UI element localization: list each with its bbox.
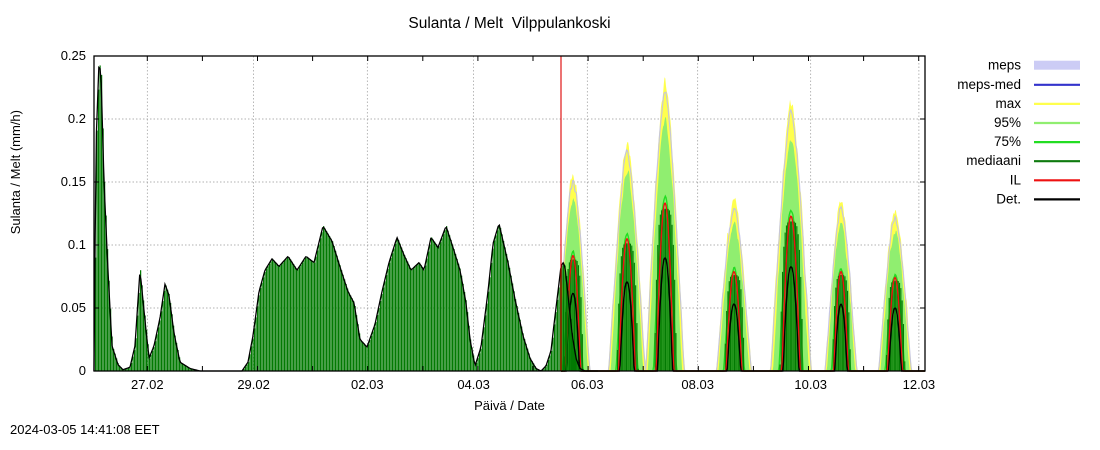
svg-text:Det.: Det. bbox=[996, 191, 1021, 206]
svg-text:0.25: 0.25 bbox=[61, 48, 86, 63]
svg-text:meps: meps bbox=[988, 58, 1021, 73]
svg-text:27.02: 27.02 bbox=[131, 377, 164, 392]
svg-text:08.03: 08.03 bbox=[681, 377, 714, 392]
svg-text:29.02: 29.02 bbox=[237, 377, 270, 392]
svg-text:06.03: 06.03 bbox=[571, 377, 604, 392]
svg-text:max: max bbox=[995, 96, 1021, 111]
svg-text:95%: 95% bbox=[994, 115, 1021, 130]
svg-text:mediaani: mediaani bbox=[966, 153, 1021, 168]
svg-text:12.03: 12.03 bbox=[903, 377, 936, 392]
svg-text:10.03: 10.03 bbox=[794, 377, 827, 392]
svg-text:04.03: 04.03 bbox=[457, 377, 490, 392]
svg-text:75%: 75% bbox=[994, 134, 1021, 149]
svg-text:IL: IL bbox=[1010, 172, 1022, 187]
svg-text:0.2: 0.2 bbox=[68, 111, 86, 126]
svg-text:02.03: 02.03 bbox=[351, 377, 384, 392]
svg-text:0.1: 0.1 bbox=[68, 237, 86, 252]
svg-text:0: 0 bbox=[79, 363, 86, 378]
svg-text:0.05: 0.05 bbox=[61, 300, 86, 315]
svg-text:0.15: 0.15 bbox=[61, 174, 86, 189]
svg-text:meps-med: meps-med bbox=[957, 77, 1021, 92]
